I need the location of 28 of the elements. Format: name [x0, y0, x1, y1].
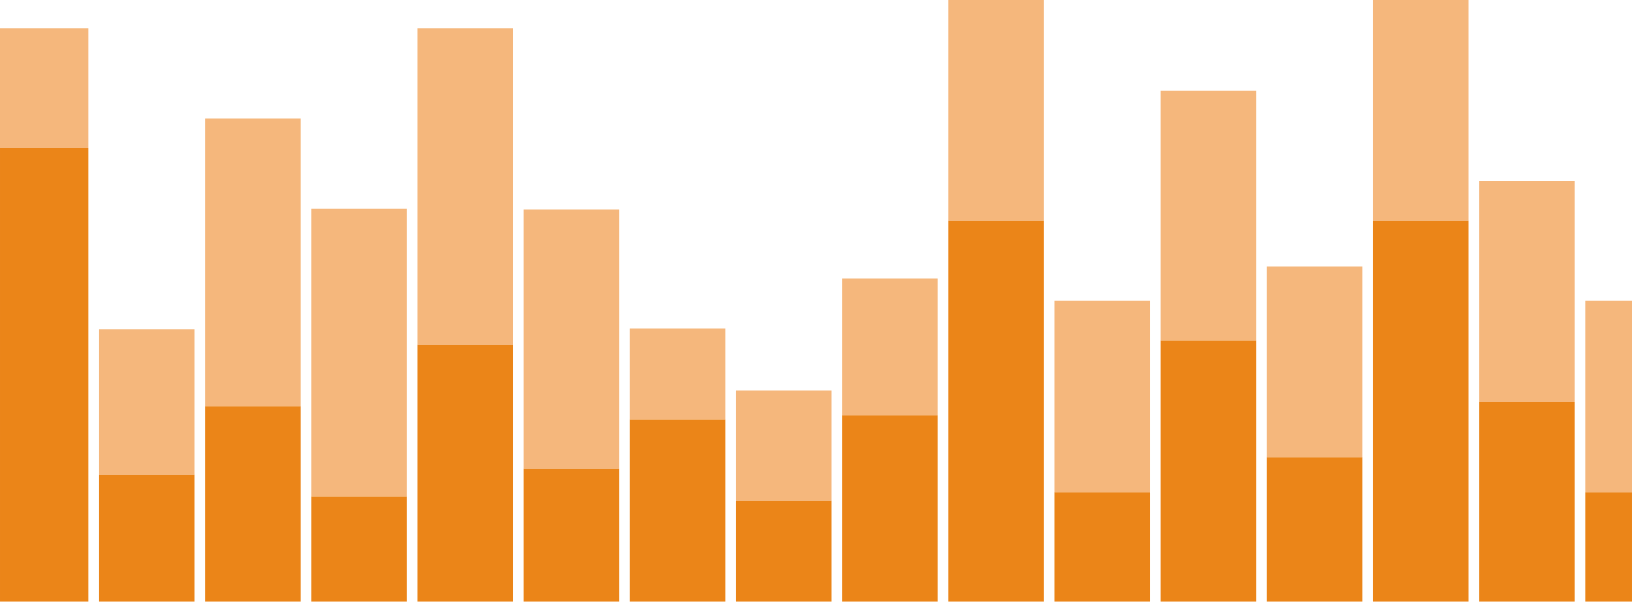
bar — [1372, 0, 1469, 221]
bar — [205, 118, 301, 407]
bar — [1372, 220, 1469, 602]
bar — [948, 0, 1044, 221]
bar — [1054, 492, 1151, 602]
bar — [735, 390, 832, 501]
bar — [1266, 266, 1363, 458]
bar — [842, 415, 938, 602]
bar — [1479, 402, 1575, 602]
bar — [98, 329, 195, 475]
bar — [311, 496, 407, 602]
bar — [1054, 300, 1151, 493]
bar — [842, 278, 938, 416]
bar — [629, 419, 726, 602]
bar — [948, 220, 1044, 602]
bar — [98, 474, 195, 602]
bar — [523, 468, 620, 602]
bar — [523, 209, 620, 469]
bar — [1266, 457, 1363, 602]
bar — [1160, 90, 1257, 341]
bar — [417, 344, 514, 602]
bar — [311, 208, 407, 497]
bar — [629, 328, 726, 420]
bar — [1479, 181, 1575, 403]
bar — [417, 28, 514, 345]
bar — [735, 500, 832, 602]
bar — [205, 406, 301, 602]
bar — [1160, 340, 1257, 602]
